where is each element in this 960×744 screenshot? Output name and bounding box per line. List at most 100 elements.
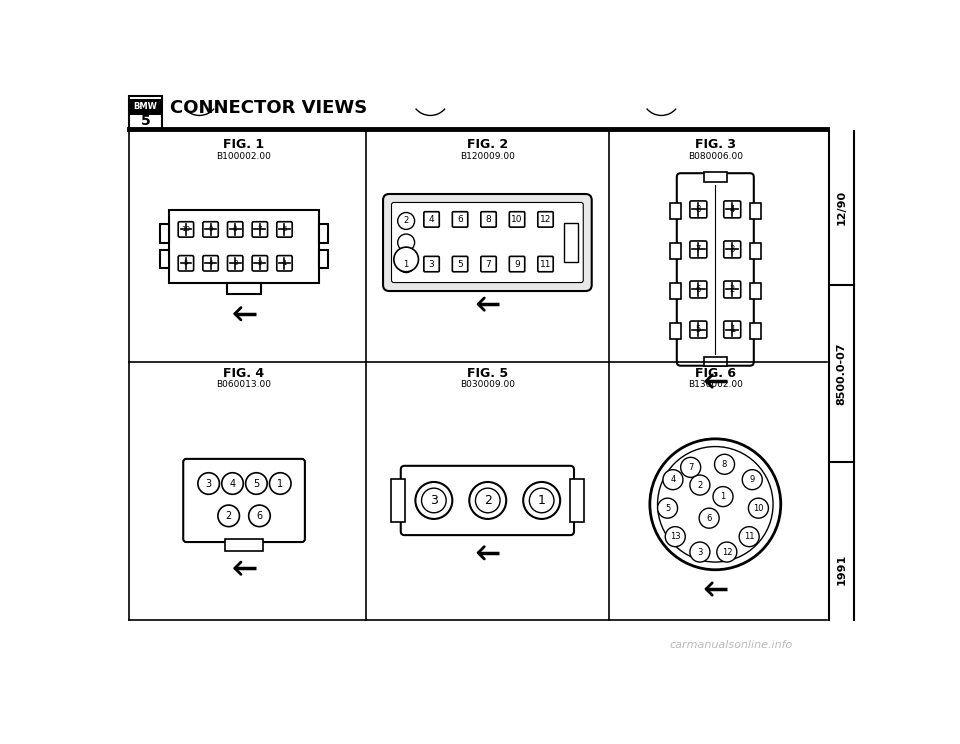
FancyBboxPatch shape <box>481 212 496 227</box>
Text: 8500.0-07: 8500.0-07 <box>836 342 847 405</box>
FancyBboxPatch shape <box>481 257 496 272</box>
FancyBboxPatch shape <box>179 222 194 237</box>
Text: FIG. 6: FIG. 6 <box>695 367 735 380</box>
Text: 10: 10 <box>754 504 763 513</box>
FancyBboxPatch shape <box>252 256 268 271</box>
Text: 4: 4 <box>229 478 235 489</box>
Bar <box>570 479 584 522</box>
Circle shape <box>713 487 733 507</box>
Text: 9: 9 <box>208 226 213 232</box>
Circle shape <box>394 247 419 272</box>
Circle shape <box>690 542 709 562</box>
Text: 1: 1 <box>403 260 409 269</box>
Text: 2: 2 <box>226 511 231 521</box>
FancyBboxPatch shape <box>276 222 292 237</box>
FancyBboxPatch shape <box>452 212 468 227</box>
Bar <box>750 324 760 339</box>
Text: 6: 6 <box>256 511 262 521</box>
Text: 11: 11 <box>744 532 755 541</box>
Bar <box>391 479 404 522</box>
Text: 4: 4 <box>429 215 434 224</box>
Text: 8: 8 <box>696 205 701 214</box>
Circle shape <box>717 542 737 562</box>
Text: 5: 5 <box>665 504 670 513</box>
FancyBboxPatch shape <box>424 257 440 272</box>
Text: 4: 4 <box>208 260 213 266</box>
FancyBboxPatch shape <box>510 212 525 227</box>
Text: 7: 7 <box>696 245 701 254</box>
Circle shape <box>397 234 415 251</box>
Text: 12: 12 <box>540 215 551 224</box>
Text: 4: 4 <box>730 205 734 214</box>
Text: 6: 6 <box>707 513 711 523</box>
FancyBboxPatch shape <box>690 241 707 258</box>
FancyBboxPatch shape <box>276 256 292 271</box>
Text: 1: 1 <box>282 260 287 266</box>
FancyBboxPatch shape <box>452 257 468 272</box>
Text: 3: 3 <box>429 260 435 269</box>
Bar <box>670 243 681 259</box>
Bar <box>704 357 727 367</box>
Bar <box>564 223 578 262</box>
Circle shape <box>529 488 554 513</box>
FancyBboxPatch shape <box>538 212 553 227</box>
Text: FIG. 5: FIG. 5 <box>467 367 508 380</box>
FancyBboxPatch shape <box>510 257 525 272</box>
Circle shape <box>397 213 415 229</box>
Text: 2: 2 <box>484 494 492 507</box>
Text: B080006.00: B080006.00 <box>687 152 743 161</box>
Circle shape <box>397 256 415 272</box>
Circle shape <box>469 482 506 519</box>
Text: B060013.00: B060013.00 <box>217 380 272 389</box>
Circle shape <box>681 458 701 478</box>
Text: B120009.00: B120009.00 <box>460 152 515 161</box>
FancyBboxPatch shape <box>203 256 218 271</box>
FancyBboxPatch shape <box>724 201 741 218</box>
Circle shape <box>650 439 780 570</box>
Bar <box>228 283 261 294</box>
Text: 1: 1 <box>720 492 726 501</box>
Text: 2: 2 <box>403 217 409 225</box>
FancyBboxPatch shape <box>252 222 268 237</box>
Circle shape <box>198 472 220 494</box>
Text: BMW: BMW <box>133 103 157 112</box>
Text: 9: 9 <box>515 260 520 269</box>
Text: CONNECTOR VIEWS: CONNECTOR VIEWS <box>170 99 368 117</box>
FancyBboxPatch shape <box>538 257 553 272</box>
Circle shape <box>416 482 452 519</box>
Text: 3: 3 <box>730 245 735 254</box>
Text: 9: 9 <box>750 475 755 484</box>
Circle shape <box>742 469 762 490</box>
Text: carmanualsonline.info: carmanualsonline.info <box>669 641 792 650</box>
Circle shape <box>249 505 271 527</box>
Text: 5: 5 <box>140 114 151 128</box>
Bar <box>159 225 169 243</box>
Bar <box>670 283 681 299</box>
Text: FIG. 3: FIG. 3 <box>695 138 735 151</box>
Bar <box>319 250 328 269</box>
FancyBboxPatch shape <box>690 201 707 218</box>
Text: 1991: 1991 <box>836 554 847 586</box>
FancyBboxPatch shape <box>724 241 741 258</box>
FancyBboxPatch shape <box>179 256 194 271</box>
Text: 1: 1 <box>538 494 545 507</box>
Text: 5: 5 <box>183 260 188 266</box>
Text: 8: 8 <box>722 460 728 469</box>
Bar <box>750 203 760 219</box>
Text: 2: 2 <box>257 260 262 266</box>
FancyBboxPatch shape <box>392 202 584 283</box>
Text: 2: 2 <box>697 481 703 490</box>
Text: 5: 5 <box>457 260 463 269</box>
FancyBboxPatch shape <box>228 222 243 237</box>
Bar <box>319 225 328 243</box>
Text: 11: 11 <box>540 260 551 269</box>
Bar <box>704 173 727 182</box>
Text: 1: 1 <box>277 478 283 489</box>
Text: B030009.00: B030009.00 <box>460 380 515 389</box>
Circle shape <box>749 498 768 518</box>
FancyBboxPatch shape <box>203 222 218 237</box>
Text: 2: 2 <box>730 285 734 294</box>
Bar <box>670 203 681 219</box>
Text: 12: 12 <box>722 548 732 557</box>
Bar <box>159 250 169 269</box>
